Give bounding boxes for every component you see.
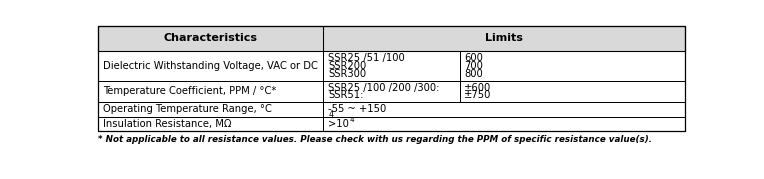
Text: Dielectric Withstanding Voltage, VAC or DC: Dielectric Withstanding Voltage, VAC or … xyxy=(103,61,318,71)
Text: SSR200: SSR200 xyxy=(329,61,367,71)
Bar xyxy=(323,51,460,81)
Text: 800: 800 xyxy=(465,69,483,79)
Text: 4: 4 xyxy=(349,117,354,123)
Text: 700: 700 xyxy=(465,61,484,71)
Text: Limits: Limits xyxy=(485,33,523,43)
Text: SSR25 /51 /100: SSR25 /51 /100 xyxy=(329,53,405,63)
Bar xyxy=(323,102,685,117)
Bar xyxy=(323,81,460,102)
Text: SSR300: SSR300 xyxy=(329,69,366,79)
Bar xyxy=(323,117,685,131)
Text: >10: >10 xyxy=(329,119,349,129)
Text: * Not applicable to all resistance values. Please check with us regarding the PP: * Not applicable to all resistance value… xyxy=(99,135,652,144)
Text: ±750: ±750 xyxy=(465,90,492,100)
Text: -55 ~ +150: -55 ~ +150 xyxy=(329,104,387,114)
Text: Characteristics: Characteristics xyxy=(164,33,258,43)
Text: Insulation Resistance, MΩ: Insulation Resistance, MΩ xyxy=(103,119,231,129)
Bar xyxy=(460,81,685,102)
Text: Temperature Coefficient, PPM / °C*: Temperature Coefficient, PPM / °C* xyxy=(103,86,277,96)
Bar xyxy=(99,26,323,51)
Text: ±600: ±600 xyxy=(465,83,491,93)
Bar xyxy=(323,26,685,51)
Bar xyxy=(99,117,323,131)
Text: 4: 4 xyxy=(329,110,333,119)
Text: 600: 600 xyxy=(465,53,484,63)
Text: SSR25 /100 /200 /300:: SSR25 /100 /200 /300: xyxy=(329,83,439,93)
Bar xyxy=(460,51,685,81)
Bar xyxy=(99,102,323,117)
Bar xyxy=(99,51,323,81)
Bar xyxy=(99,26,685,51)
Text: SSR51:: SSR51: xyxy=(329,90,364,100)
Bar xyxy=(99,81,323,102)
Bar xyxy=(99,26,685,131)
Text: Operating Temperature Range, °C: Operating Temperature Range, °C xyxy=(103,104,272,114)
